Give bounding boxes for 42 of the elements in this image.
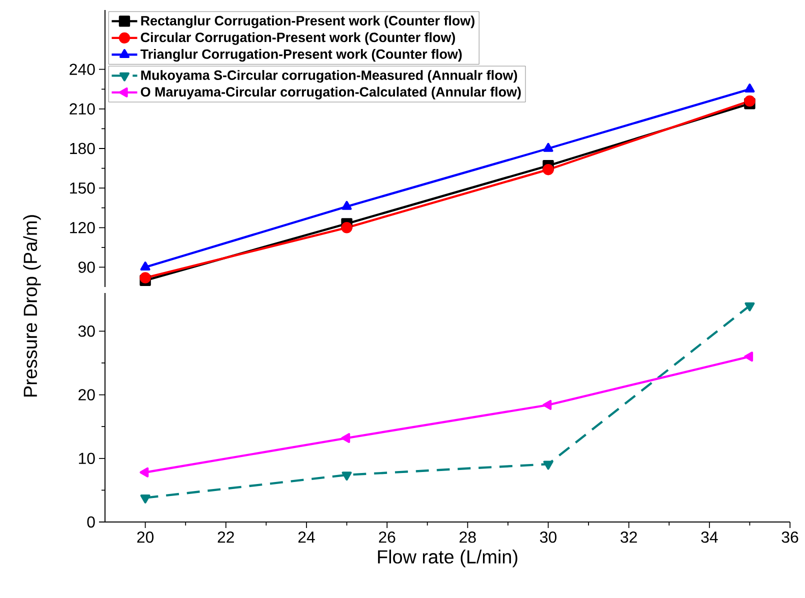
- point: [744, 302, 755, 312]
- y-tick-label: 240: [70, 64, 95, 75]
- legend-label: Rectanglur Corrugation-Present work (Counter flow): [141, 16, 474, 28]
- point: [543, 142, 554, 152]
- y-tick-label: 120: [70, 222, 95, 234]
- point: [140, 494, 150, 504]
- point: [744, 352, 754, 362]
- y-axis-title: Pressure Drop (Pa/m): [23, 215, 41, 396]
- point: [140, 467, 149, 478]
- x-tick-label: 34: [701, 532, 718, 543]
- y-tick-label: 150: [70, 182, 95, 194]
- x-tick-label: 26: [378, 532, 396, 543]
- x-tick-label: 22: [218, 532, 234, 543]
- x-tick-label: 30: [540, 532, 556, 543]
- y-tick-label: 10: [78, 452, 95, 464]
- legend-label: Trianglur Corrugation-Present work (Counter flow): [140, 49, 462, 62]
- point: [744, 84, 755, 92]
- point: [543, 460, 554, 470]
- y-tick-label: 0: [87, 516, 95, 528]
- legend-label: Circular Corrugation-Present work (Counter flow): [140, 32, 455, 45]
- point: [342, 472, 352, 481]
- point: [342, 200, 352, 210]
- legend-label: Mukoyama S-Circular corrugation-Measured (Annualr flow): [141, 70, 518, 83]
- point: [140, 272, 151, 284]
- x-axis-title: Flow rate (L/min): [378, 550, 518, 568]
- point: [542, 164, 554, 176]
- y-tick-label: 180: [70, 142, 95, 154]
- point: [542, 400, 552, 410]
- x-tick-label: 36: [782, 532, 798, 543]
- y-tick-label: 210: [70, 103, 95, 115]
- point: [140, 262, 150, 271]
- x-tick-label: 28: [460, 532, 476, 543]
- x-tick-label: 24: [298, 532, 315, 543]
- y-tick-label: 30: [78, 326, 95, 337]
- point: [744, 95, 756, 107]
- y-tick-label: 90: [78, 262, 95, 273]
- y-tick-label: 20: [78, 389, 95, 400]
- x-tick-label: 32: [620, 532, 637, 543]
- x-tick-label: 20: [137, 532, 154, 543]
- legend-label: O Maruyama-Circular corrugation-Calculated (Annular flow): [140, 86, 521, 100]
- point: [341, 222, 352, 234]
- point: [341, 433, 350, 444]
